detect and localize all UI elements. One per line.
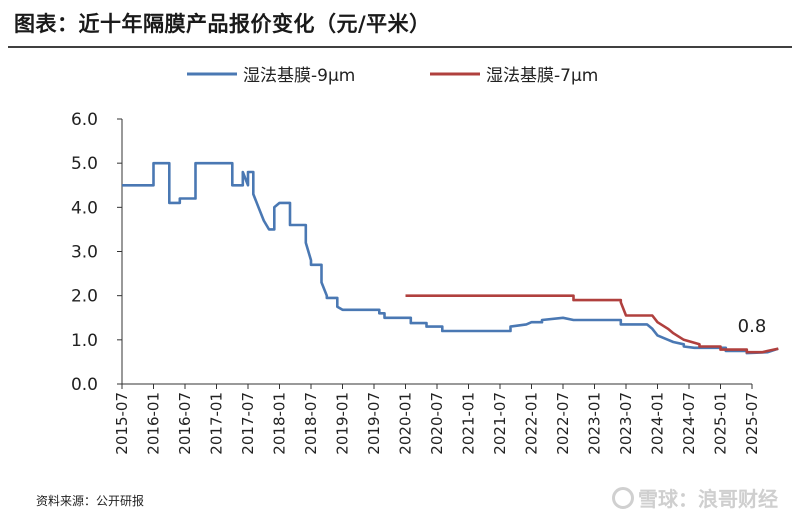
x-tick-label: 2015-07 — [113, 392, 131, 455]
legend: 湿法基膜-9μm 湿法基膜-7μm — [187, 66, 598, 86]
y-tick-label: 0.0 — [71, 375, 98, 395]
y-tick-label: 5.0 — [71, 154, 98, 174]
snowball-logo-icon — [612, 486, 634, 509]
x-tick-label: 2017-01 — [208, 392, 226, 455]
x-tick-label: 2019-01 — [334, 392, 352, 455]
x-tick-label: 2022-01 — [523, 392, 541, 455]
y-tick-label: 2.0 — [71, 287, 98, 307]
x-tick-label: 2018-07 — [302, 392, 320, 455]
x-tick-label: 2022-07 — [554, 392, 572, 455]
x-tick-label: 2018-01 — [271, 392, 289, 455]
x-tick-label: 2025-07 — [743, 392, 761, 455]
y-tick-label: 1.0 — [71, 331, 98, 351]
x-tick-label: 2024-01 — [649, 392, 667, 455]
watermark: 雪球：浪哥财经 — [612, 483, 778, 512]
x-tick-label: 2023-01 — [586, 392, 604, 455]
y-tick-label: 6.0 — [71, 110, 98, 130]
axes: 0.0 1.0 2.0 3.0 4.0 5.0 6.0 2015-07 2016-01 2016-… — [71, 110, 761, 455]
x-tick-label: 2023-07 — [617, 392, 635, 455]
series-line-9um — [122, 161, 779, 355]
end-value-annotation: 0.8 — [738, 316, 767, 337]
legend-label-9um: 湿法基膜-9μm — [243, 66, 355, 86]
source-note: 资料来源：公开研报 — [36, 494, 145, 508]
series-line-7um — [405, 294, 779, 354]
x-tick-label: 2025-01 — [712, 392, 730, 455]
y-tick-label: 3.0 — [71, 243, 98, 263]
watermark-text: 雪球：浪哥财经 — [638, 487, 778, 511]
x-tick-label: 2016-01 — [145, 392, 163, 455]
x-tick-label: 2021-01 — [460, 392, 478, 455]
x-tick-label: 2016-07 — [176, 392, 194, 455]
x-tick-label: 2024-07 — [680, 392, 698, 455]
x-tick-label: 2017-07 — [239, 392, 257, 455]
title-divider — [8, 46, 792, 48]
x-tick-label: 2020-01 — [397, 392, 415, 455]
y-tick-label: 4.0 — [71, 198, 98, 218]
legend-label-7um: 湿法基膜-7μm — [486, 66, 598, 86]
series-lines — [122, 161, 779, 355]
x-tick-label: 2020-07 — [428, 392, 446, 455]
x-tick-label: 2021-07 — [491, 392, 509, 455]
page-title: 图表：近十年隔膜产品报价变化（元/平米） — [14, 12, 431, 36]
x-tick-label: 2019-07 — [365, 392, 383, 455]
